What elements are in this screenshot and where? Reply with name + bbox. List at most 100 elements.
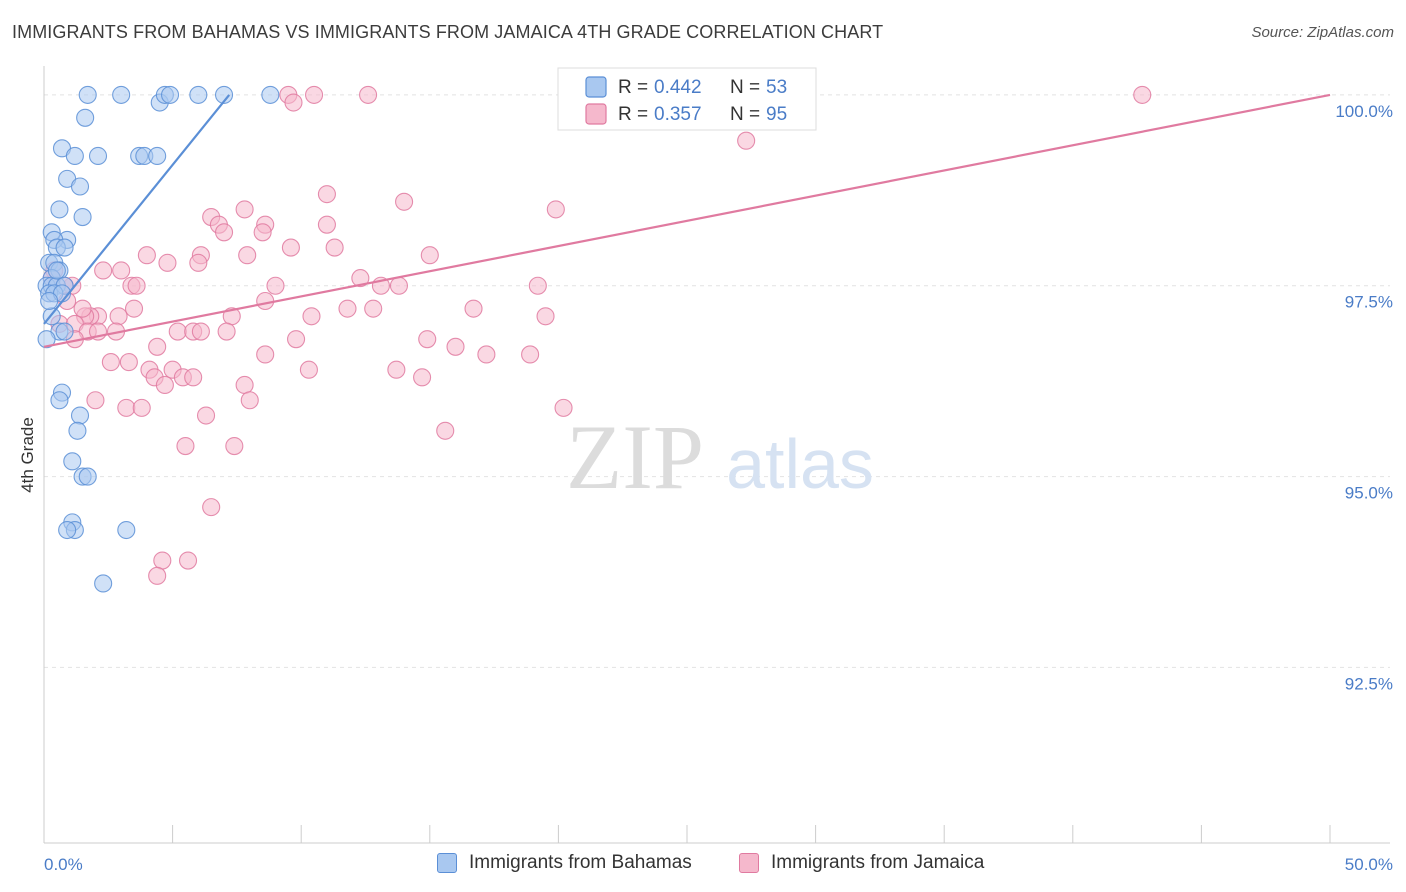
- data-point: [240, 391, 259, 410]
- data-point: [55, 238, 74, 257]
- data-point: [554, 398, 573, 417]
- watermark-zip: ZIP: [566, 406, 704, 508]
- data-point: [364, 299, 383, 318]
- data-point: [160, 85, 180, 104]
- data-point: [359, 85, 378, 104]
- data-point: [338, 299, 357, 318]
- legend-r-value-2: 0.357: [654, 104, 702, 125]
- data-point: [148, 566, 167, 585]
- legend-r-label-2: R =: [618, 104, 648, 125]
- data-point: [1133, 85, 1152, 104]
- data-point: [109, 307, 128, 326]
- data-point: [168, 322, 187, 341]
- legend-item-bahamas: Immigrants from Bahamas: [437, 852, 692, 874]
- data-point: [178, 551, 198, 570]
- tick-labels: 92.5% 95.0% 97.5% 100.0% 0.0% 50.0%: [44, 102, 1393, 874]
- data-point: [88, 146, 108, 166]
- data-point: [287, 330, 306, 349]
- data-point: [256, 345, 275, 364]
- data-point: [238, 246, 257, 265]
- data-point: [196, 406, 216, 425]
- data-point: [37, 330, 56, 349]
- data-point: [217, 322, 236, 341]
- data-point: [73, 207, 92, 227]
- data-point: [235, 375, 254, 395]
- y-tick-label: 95.0%: [1345, 484, 1393, 503]
- data-point: [117, 520, 136, 540]
- data-point: [325, 238, 344, 257]
- legend-label-jamaica: Immigrants from Jamaica: [771, 852, 985, 873]
- data-point: [389, 276, 408, 295]
- trend-line: [43, 93, 1331, 348]
- data-point: [148, 337, 167, 356]
- data-point: [189, 85, 208, 104]
- legend-n-label-1: N =: [730, 77, 760, 98]
- data-point: [189, 253, 208, 272]
- legend-r-label-1: R =: [618, 77, 648, 98]
- legend-label-bahamas: Immigrants from Bahamas: [469, 852, 692, 873]
- data-point: [55, 322, 74, 341]
- data-point: [65, 146, 84, 166]
- data-point: [214, 223, 234, 242]
- trend-line: [43, 94, 231, 325]
- data-point: [117, 398, 136, 417]
- data-point: [50, 200, 69, 219]
- data-point: [266, 276, 285, 295]
- data-point: [101, 353, 120, 372]
- data-point: [73, 299, 92, 318]
- data-point: [184, 368, 203, 387]
- data-point: [47, 261, 66, 280]
- data-point: [63, 452, 82, 471]
- data-point: [112, 261, 131, 280]
- data-point: [119, 353, 138, 372]
- legend-swatch-icon: [437, 853, 457, 873]
- data-point: [446, 337, 465, 356]
- series-legend: Immigrants from Bahamas Immigrants from …: [0, 852, 1406, 880]
- watermark-atlas: atlas: [726, 425, 874, 503]
- data-point: [214, 85, 234, 104]
- legend-n-value-2: 95: [766, 104, 787, 125]
- data-point: [395, 192, 414, 211]
- data-point: [281, 238, 300, 257]
- y-tick-label: 92.5%: [1345, 674, 1393, 693]
- legend-swatch-jamaica: [585, 103, 607, 125]
- data-point: [202, 498, 221, 517]
- data-point: [58, 520, 77, 540]
- data-point: [317, 215, 336, 234]
- data-point: [78, 467, 97, 486]
- data-point: [112, 85, 131, 104]
- chart-source: Source: ZipAtlas.com: [1251, 24, 1394, 41]
- data-point: [40, 291, 59, 311]
- data-point: [253, 223, 272, 242]
- data-point: [78, 85, 97, 104]
- data-point: [132, 398, 151, 417]
- data-point: [70, 406, 90, 425]
- data-point: [153, 551, 172, 570]
- legend-swatch-bahamas: [585, 76, 607, 98]
- data-point: [302, 307, 321, 326]
- data-point: [86, 391, 105, 410]
- data-point: [94, 574, 113, 593]
- data-point: [148, 146, 167, 166]
- data-point: [94, 261, 113, 280]
- data-point: [137, 246, 156, 265]
- data-point: [528, 276, 547, 295]
- axes: [43, 66, 1390, 844]
- data-point: [305, 85, 324, 104]
- data-point: [124, 299, 144, 318]
- legend-n-label-2: N =: [730, 104, 760, 125]
- data-point: [176, 436, 195, 456]
- data-point: [235, 200, 254, 219]
- data-point: [317, 185, 336, 204]
- data-point: [256, 291, 275, 311]
- y-axis-label: 4th Grade: [18, 417, 37, 493]
- data-points: [37, 85, 1152, 593]
- data-point: [464, 299, 483, 318]
- x-tick-label: 0.0%: [44, 855, 83, 874]
- legend-r-value-1: 0.442: [654, 77, 702, 98]
- y-tick-label: 97.5%: [1345, 293, 1393, 312]
- data-point: [225, 436, 244, 456]
- data-point: [418, 330, 437, 349]
- y-tick-label: 100.0%: [1335, 102, 1393, 121]
